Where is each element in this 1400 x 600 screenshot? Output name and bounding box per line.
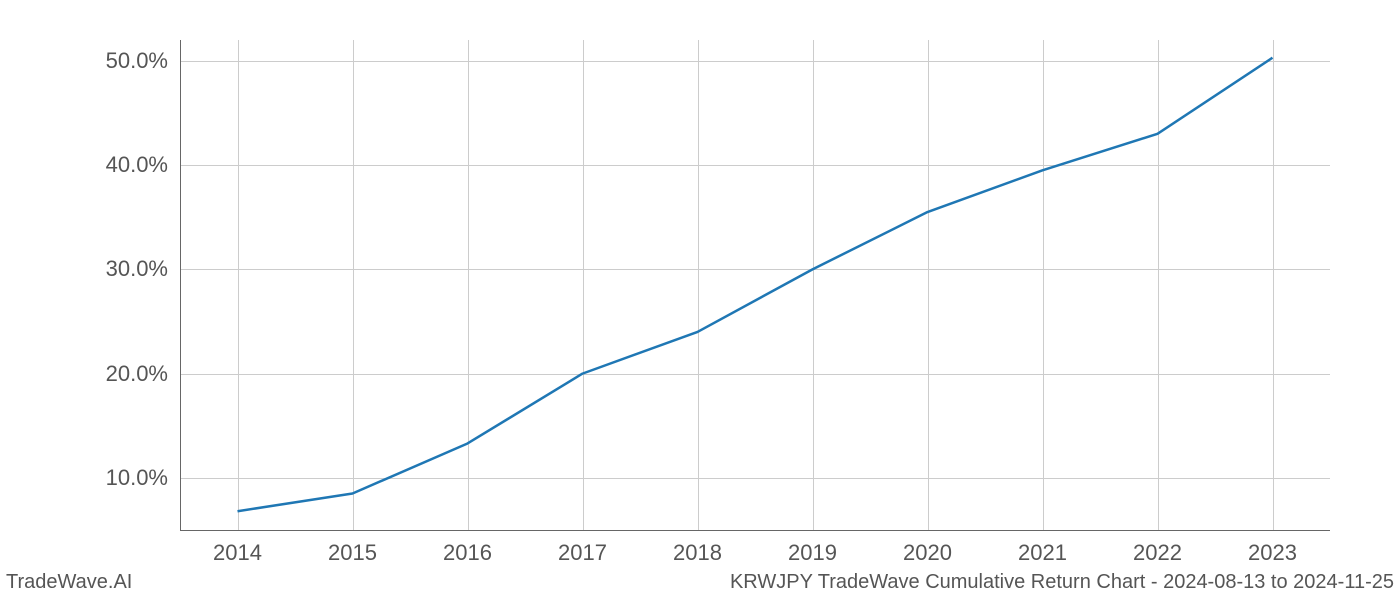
return-line — [238, 58, 1273, 512]
footer-left: TradeWave.AI — [6, 571, 132, 594]
x-tick-label: 2017 — [558, 540, 607, 566]
x-tick-label: 2021 — [1018, 540, 1067, 566]
y-tick-label: 30.0% — [106, 256, 168, 282]
plot-area — [180, 40, 1330, 530]
line-series-svg — [180, 40, 1330, 530]
x-tick-label: 2018 — [673, 540, 722, 566]
x-tick-label: 2014 — [213, 540, 262, 566]
y-tick-label: 40.0% — [106, 152, 168, 178]
y-tick-label: 20.0% — [106, 361, 168, 387]
x-tick-label: 2022 — [1133, 540, 1182, 566]
x-tick-label: 2015 — [328, 540, 377, 566]
footer-right: KRWJPY TradeWave Cumulative Return Chart… — [730, 571, 1394, 594]
chart-container: TradeWave.AI KRWJPY TradeWave Cumulative… — [0, 0, 1400, 600]
y-tick-label: 50.0% — [106, 48, 168, 74]
x-tick-label: 2019 — [788, 540, 837, 566]
x-tick-label: 2016 — [443, 540, 492, 566]
x-tick-label: 2020 — [903, 540, 952, 566]
x-tick-label: 2023 — [1248, 540, 1297, 566]
x-axis-line — [180, 530, 1330, 531]
y-tick-label: 10.0% — [106, 465, 168, 491]
